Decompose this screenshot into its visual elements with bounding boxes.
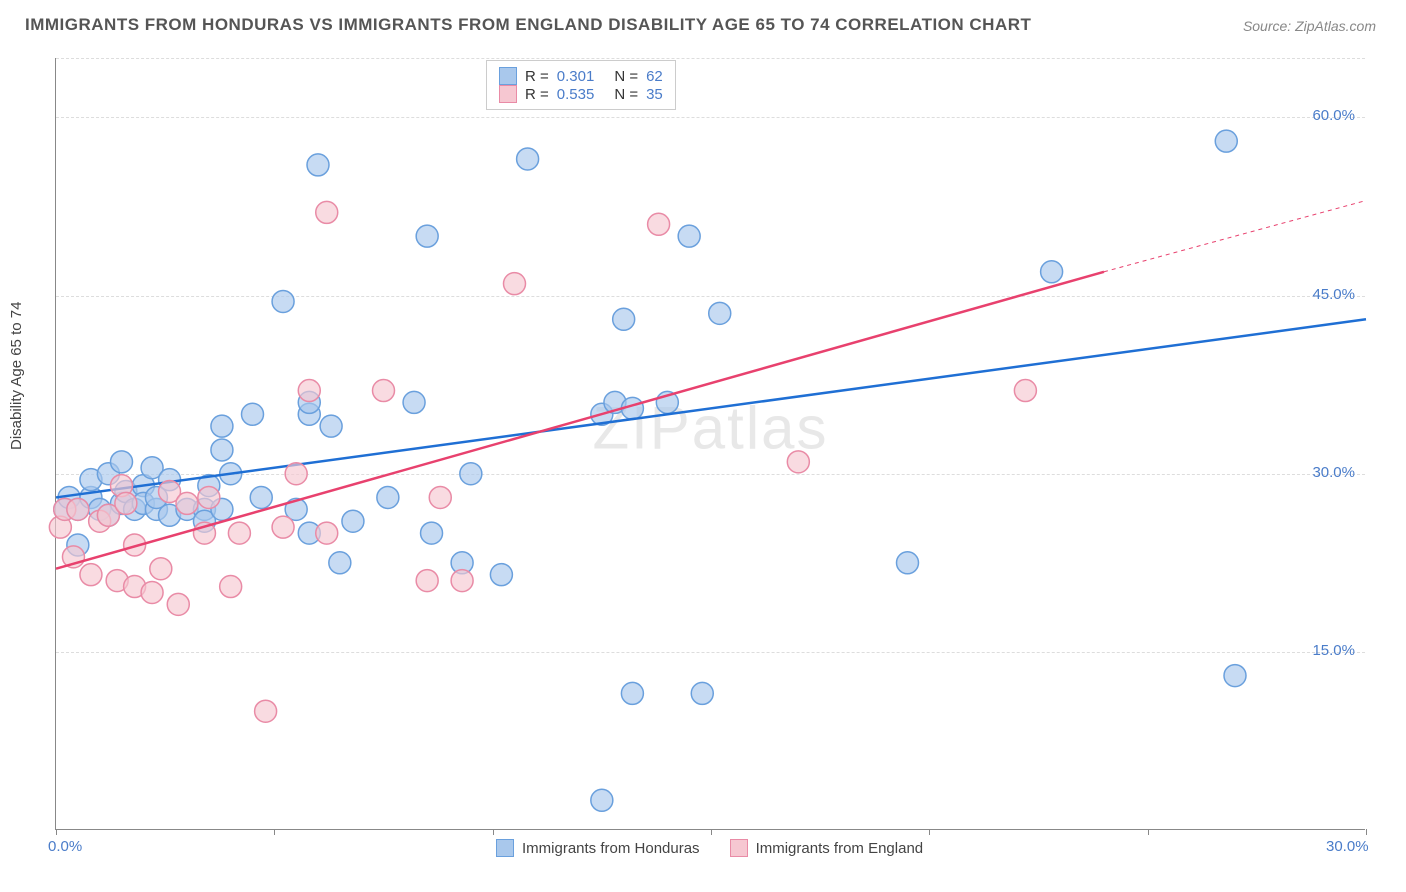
scatter-point <box>111 451 133 473</box>
scatter-point <box>198 486 220 508</box>
scatter-point <box>307 154 329 176</box>
scatter-point <box>1014 380 1036 402</box>
legend-n-value: 62 <box>646 68 663 85</box>
x-tick <box>1366 829 1367 835</box>
scatter-point <box>787 451 809 473</box>
scatter-point <box>709 302 731 324</box>
scatter-point <box>228 522 250 544</box>
scatter-point <box>621 682 643 704</box>
scatter-point <box>1215 130 1237 152</box>
scatter-point <box>250 486 272 508</box>
scatter-point <box>285 463 307 485</box>
scatter-point <box>416 225 438 247</box>
scatter-point <box>648 213 670 235</box>
scatter-point <box>373 380 395 402</box>
x-tick <box>1148 829 1149 835</box>
scatter-point <box>678 225 700 247</box>
scatter-point <box>320 415 342 437</box>
scatter-point <box>316 522 338 544</box>
scatter-point <box>141 581 163 603</box>
scatter-point <box>242 403 264 425</box>
source-label: Source: ZipAtlas.com <box>1243 18 1376 34</box>
legend-swatch <box>496 839 514 857</box>
legend-stats-box: R = 0.301 N = 62 R = 0.535 N = 35 <box>486 60 676 110</box>
scatter-point <box>67 498 89 520</box>
scatter-point <box>591 789 613 811</box>
x-tick-label: 0.0% <box>48 838 82 855</box>
legend-series-item: Immigrants from Honduras <box>496 839 700 857</box>
scatter-point <box>403 391 425 413</box>
legend-swatch <box>499 67 517 85</box>
x-tick <box>929 829 930 835</box>
x-tick-label: 30.0% <box>1326 838 1369 855</box>
y-axis-label: Disability Age 65 to 74 <box>8 302 25 450</box>
scatter-point <box>272 516 294 538</box>
chart-title: IMMIGRANTS FROM HONDURAS VS IMMIGRANTS F… <box>25 15 1031 35</box>
legend-swatch <box>730 839 748 857</box>
scatter-point <box>329 552 351 574</box>
legend-swatch <box>499 85 517 103</box>
trend-line-dashed <box>1104 201 1366 272</box>
scatter-point <box>1224 665 1246 687</box>
scatter-point <box>150 558 172 580</box>
scatter-point <box>255 700 277 722</box>
scatter-point <box>429 486 451 508</box>
x-tick <box>493 829 494 835</box>
scatter-point <box>504 273 526 295</box>
plot-area: ZIPatlas R =0.301N =62R =0.535N =35 Immi… <box>55 58 1365 830</box>
scatter-point <box>115 492 137 514</box>
legend-series: Immigrants from Honduras Immigrants from … <box>496 839 923 857</box>
scatter-point <box>211 415 233 437</box>
legend-stat-row: R = 0.535 N = 35 <box>499 85 663 103</box>
scatter-point <box>342 510 364 532</box>
legend-n-label: N = <box>614 68 638 85</box>
scatter-point <box>490 564 512 586</box>
scatter-point <box>416 570 438 592</box>
x-tick <box>56 829 57 835</box>
scatter-point <box>613 308 635 330</box>
legend-n-label: N = <box>614 86 638 103</box>
legend-series-label: Immigrants from Honduras <box>522 840 700 857</box>
legend-r-value: 0.301 <box>557 68 595 85</box>
scatter-point <box>691 682 713 704</box>
x-tick <box>274 829 275 835</box>
x-tick <box>711 829 712 835</box>
scatter-point <box>316 201 338 223</box>
scatter-point <box>167 593 189 615</box>
legend-r-label: R = <box>525 68 549 85</box>
scatter-point <box>80 564 102 586</box>
legend-series-label: Immigrants from England <box>756 840 924 857</box>
legend-r-value: 0.535 <box>557 86 595 103</box>
scatter-point <box>211 439 233 461</box>
scatter-point <box>272 290 294 312</box>
scatter-point <box>377 486 399 508</box>
scatter-point <box>460 463 482 485</box>
legend-stat-row: R = 0.301 N = 62 <box>499 67 663 85</box>
legend-series-item: Immigrants from England <box>730 839 924 857</box>
legend-n-value: 35 <box>646 86 663 103</box>
scatter-point <box>298 380 320 402</box>
chart-svg <box>56 58 1365 829</box>
scatter-point <box>421 522 443 544</box>
legend-r-label: R = <box>525 86 549 103</box>
scatter-point <box>176 492 198 514</box>
scatter-point <box>517 148 539 170</box>
scatter-point <box>1041 261 1063 283</box>
scatter-point <box>897 552 919 574</box>
scatter-point <box>451 570 473 592</box>
scatter-point <box>220 576 242 598</box>
